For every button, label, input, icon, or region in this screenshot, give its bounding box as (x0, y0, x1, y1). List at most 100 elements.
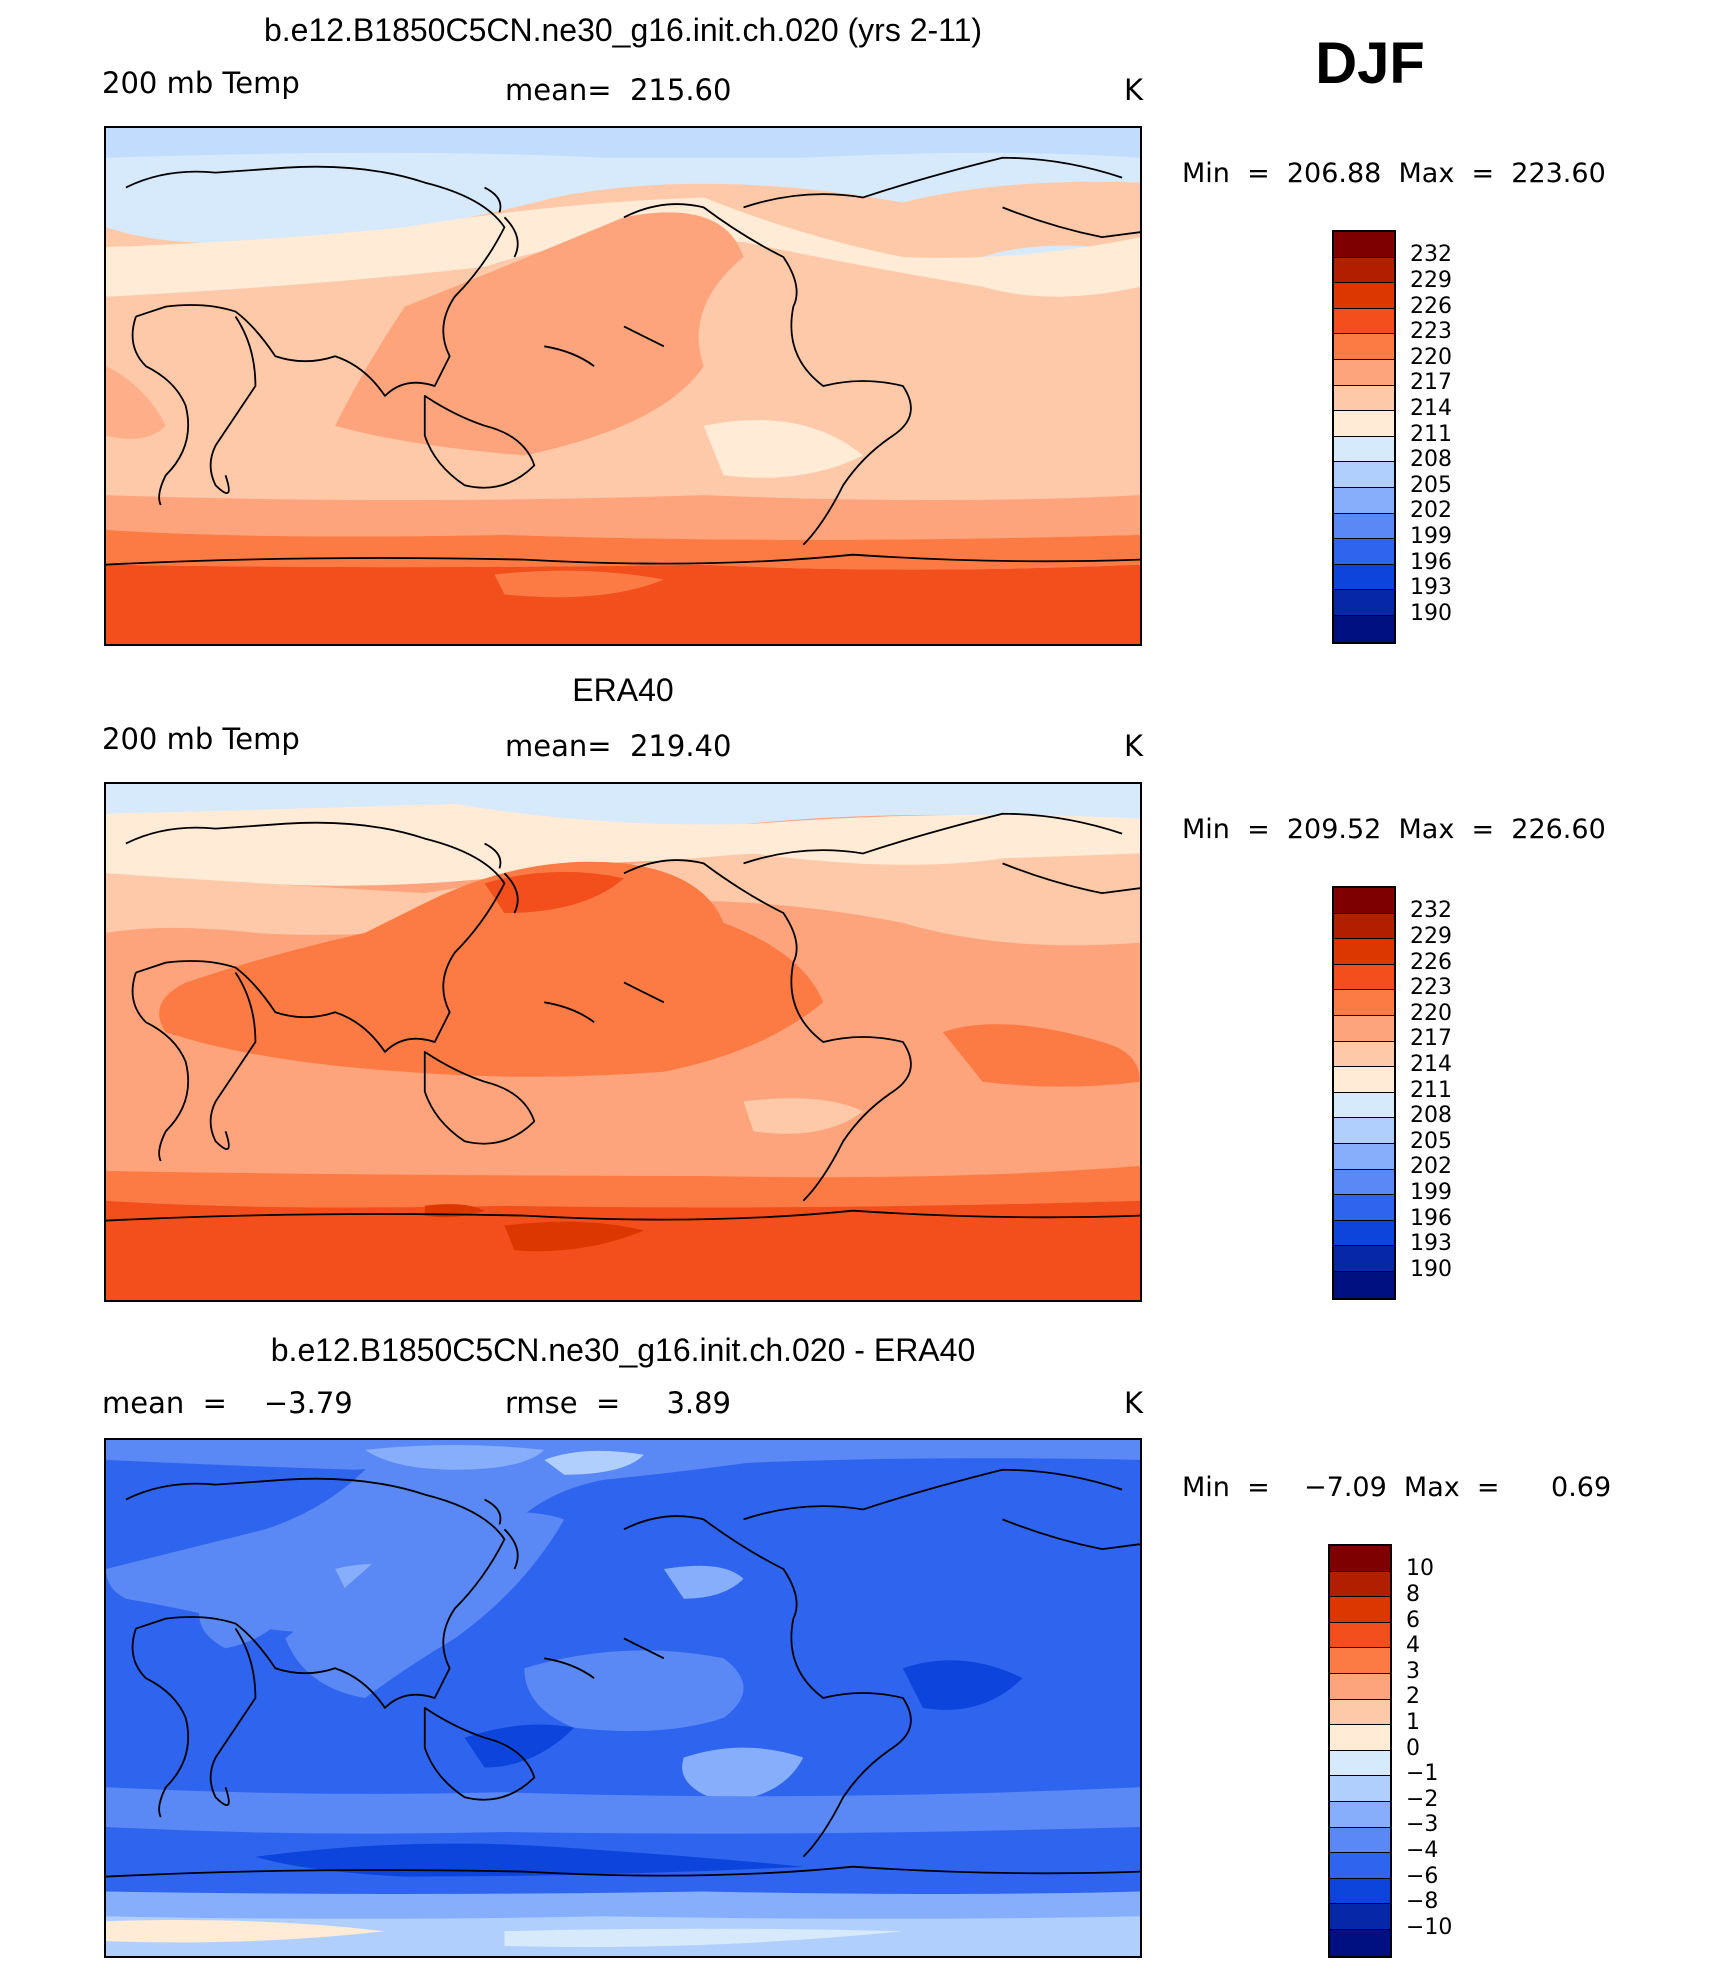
colorbar-tick-label: 205 (1410, 1129, 1452, 1154)
colorbar-tick-label: 226 (1410, 950, 1452, 975)
colorbar-swatch (1334, 939, 1394, 965)
colorbar-tick-label: 10 (1406, 1556, 1434, 1581)
colorbar-swatch (1334, 913, 1394, 940)
colorbar-swatch (1330, 1827, 1390, 1854)
colorbar-swatch (1334, 436, 1394, 463)
colorbar-swatch (1330, 1673, 1390, 1700)
colorbar-swatch (1334, 888, 1394, 914)
panel1-colorbar-swatches (1332, 230, 1396, 644)
colorbar-tick-label: 205 (1410, 473, 1452, 498)
colorbar-tick-label: 211 (1410, 422, 1452, 447)
panel3-mean-label: mean = −3.79 (102, 1386, 353, 1420)
colorbar-swatch (1334, 564, 1394, 591)
colorbar-swatch (1330, 1622, 1390, 1649)
panel2-title: ERA40 (572, 672, 674, 708)
colorbar-tick-label: 199 (1410, 1180, 1452, 1205)
colorbar-tick-label: 211 (1410, 1078, 1452, 1103)
colorbar-swatch (1334, 964, 1394, 991)
colorbar-tick-label: 196 (1410, 1206, 1452, 1231)
colorbar-tick-label: 190 (1410, 1257, 1452, 1282)
panel2-variable-label: 200 mb Temp (102, 722, 300, 756)
panel3-units: K (1124, 1386, 1144, 1420)
colorbar-tick-label: −10 (1406, 1915, 1453, 1940)
panel1-mean-label: mean= 215.60 (505, 73, 732, 107)
colorbar-swatch (1330, 1546, 1390, 1572)
panel2-colorbar-swatches (1332, 886, 1396, 1300)
colorbar-swatch (1334, 411, 1394, 437)
colorbar-swatch (1330, 1725, 1390, 1751)
colorbar-swatch (1334, 539, 1394, 565)
panel2-era40-map (104, 782, 1142, 1302)
colorbar-tick-label: 208 (1410, 447, 1452, 472)
colorbar-swatch (1330, 1571, 1390, 1598)
panel2-units: K (1124, 729, 1144, 763)
colorbar-swatch (1334, 1195, 1394, 1221)
colorbar-swatch (1334, 590, 1394, 616)
colorbar-swatch (1334, 1041, 1394, 1068)
colorbar-swatch (1334, 1246, 1394, 1272)
panel1-contour-field (106, 128, 1140, 644)
colorbar-tick-label: 4 (1406, 1633, 1420, 1658)
colorbar-swatch (1330, 1878, 1390, 1905)
colorbar-tick-label: 229 (1410, 268, 1452, 293)
colorbar-tick-label: −6 (1406, 1864, 1439, 1889)
colorbar-swatch (1334, 385, 1394, 412)
colorbar-swatch (1334, 487, 1394, 514)
panel1-variable-label: 200 mb Temp (102, 66, 300, 100)
colorbar-swatch (1334, 308, 1394, 335)
colorbar-tick-label: 0 (1406, 1736, 1420, 1761)
panel3-rmse-label: rmse = 3.89 (505, 1386, 732, 1420)
colorbar-swatch (1334, 462, 1394, 488)
colorbar-tick-label: 217 (1410, 370, 1452, 395)
colorbar-swatch (1334, 232, 1394, 258)
colorbar-tick-label: 220 (1410, 1001, 1452, 1026)
colorbar-tick-label: 193 (1410, 575, 1452, 600)
colorbar-tick-label: 232 (1410, 242, 1452, 267)
panel1-minmax: Min = 206.88 Max = 223.60 (1182, 158, 1606, 189)
colorbar-swatch (1334, 513, 1394, 540)
colorbar-tick-label: 193 (1410, 1231, 1452, 1256)
colorbar-tick-label: 2 (1406, 1684, 1420, 1709)
colorbar-swatch (1334, 1220, 1394, 1247)
colorbar-swatch (1330, 1853, 1390, 1879)
colorbar-swatch (1334, 1118, 1394, 1144)
panel3-minmax: Min = −7.09 Max = 0.69 (1182, 1472, 1612, 1503)
colorbar-swatch (1330, 1904, 1390, 1930)
colorbar-tick-label: 190 (1410, 601, 1452, 626)
colorbar-tick-label: 223 (1410, 319, 1452, 344)
colorbar-swatch (1334, 359, 1394, 386)
colorbar-swatch (1334, 615, 1394, 642)
panel2-contour-field (106, 784, 1140, 1300)
colorbar-swatch (1330, 1699, 1390, 1726)
colorbar-tick-label: −8 (1406, 1889, 1439, 1914)
colorbar-swatch (1334, 1143, 1394, 1170)
colorbar-tick-label: 214 (1410, 396, 1452, 421)
colorbar-tick-label: 214 (1410, 1052, 1452, 1077)
colorbar-swatch (1334, 334, 1394, 360)
colorbar-tick-label: −2 (1406, 1787, 1439, 1812)
colorbar-tick-label: 1 (1406, 1710, 1420, 1735)
panel3-contour-field (106, 1440, 1140, 1956)
colorbar-tick-label: 220 (1410, 345, 1452, 370)
colorbar-swatch (1330, 1648, 1390, 1674)
colorbar-swatch (1330, 1801, 1390, 1828)
colorbar-tick-label: 3 (1406, 1659, 1420, 1684)
colorbar-swatch (1334, 1067, 1394, 1093)
colorbar-tick-label: −3 (1406, 1812, 1439, 1837)
colorbar-tick-label: 8 (1406, 1582, 1420, 1607)
colorbar-swatch (1334, 1271, 1394, 1298)
colorbar-tick-label: 6 (1406, 1608, 1420, 1633)
season-label: DJF (1315, 31, 1425, 96)
panel3-colorbar-swatches (1328, 1544, 1392, 1958)
colorbar-tick-label: 217 (1410, 1026, 1452, 1051)
colorbar-swatch (1330, 1776, 1390, 1802)
colorbar-tick-label: −1 (1406, 1761, 1439, 1786)
colorbar-swatch (1330, 1929, 1390, 1956)
panel1-units: K (1124, 73, 1144, 107)
colorbar-tick-label: 196 (1410, 550, 1452, 575)
colorbar-tick-label: 199 (1410, 524, 1452, 549)
colorbar-swatch (1334, 990, 1394, 1016)
colorbar-tick-label: −4 (1406, 1838, 1439, 1863)
colorbar-tick-label: 226 (1410, 294, 1452, 319)
panel2-mean-label: mean= 219.40 (505, 729, 732, 763)
